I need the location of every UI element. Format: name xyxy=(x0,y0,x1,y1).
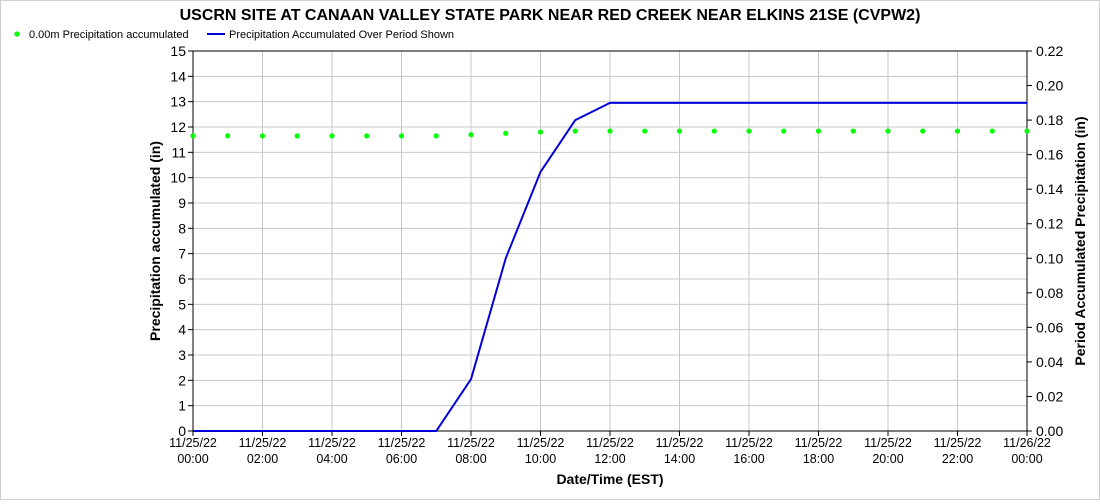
y-left-tick-label: 3 xyxy=(178,347,186,363)
x-tick-label-date: 11/25/22 xyxy=(239,436,287,450)
x-axis: 11/25/22 00:00 11/25/22 02:00 11/25/22 04:00 1… xyxy=(169,431,1051,466)
y-right-tick-label: 0.00 xyxy=(1036,423,1063,439)
y-left-tick-label: 2 xyxy=(178,372,186,388)
grid xyxy=(192,50,1028,432)
y-right-tick-label: 0.16 xyxy=(1036,147,1063,163)
x-tick-label-date: 11/25/22 xyxy=(864,436,912,450)
period-accumulated-series xyxy=(193,101,1027,432)
x-tick-label-date: 11/25/22 xyxy=(586,436,634,450)
data-point-precip-accumulated xyxy=(398,133,405,139)
y-left-tick-label: 6 xyxy=(178,271,186,287)
data-point-precip-accumulated xyxy=(259,133,266,139)
x-tick-label-time: 00:00 xyxy=(1011,452,1042,466)
x-tick-label-time: 06:00 xyxy=(386,452,417,466)
data-point-precip-accumulated xyxy=(676,128,683,134)
data-point-precip-accumulated xyxy=(850,128,856,134)
data-point-precip-accumulated xyxy=(364,133,370,139)
y-left-tick-label: 14 xyxy=(170,68,186,84)
data-point-precip-accumulated xyxy=(468,132,474,138)
data-point-precip-accumulated xyxy=(537,129,544,135)
data-point-precip-accumulated xyxy=(433,133,439,139)
legend-label-period-accumulated: Precipitation Accumulated Over Period Sh… xyxy=(229,29,454,41)
x-axis-title: Date/Time (EST) xyxy=(556,471,663,487)
y-right-tick-label: 0.12 xyxy=(1036,216,1063,232)
data-point-precip-accumulated xyxy=(711,128,717,134)
y-axis-left-title: Precipitation accumulated (in) xyxy=(147,141,163,341)
y-right-tick-label: 0.06 xyxy=(1036,319,1063,335)
y-left-tick-label: 15 xyxy=(170,43,186,59)
y-left-tick-label: 0 xyxy=(178,423,186,439)
legend-marker-precip-accumulated xyxy=(14,31,20,37)
data-point-precip-accumulated xyxy=(1024,128,1030,134)
y-axis-right-title: Period Accumulated Precipitation (in) xyxy=(1072,116,1088,365)
data-point-precip-accumulated xyxy=(225,133,231,139)
data-point-precip-accumulated xyxy=(294,133,300,139)
x-tick-label-date: 11/25/22 xyxy=(725,436,773,450)
data-point-precip-accumulated xyxy=(642,128,648,134)
x-tick-label-date: 11/25/22 xyxy=(795,436,843,450)
x-tick-label-time: 12:00 xyxy=(594,452,625,466)
x-tick-label-time: 22:00 xyxy=(942,452,973,466)
x-tick-label-time: 20:00 xyxy=(872,452,903,466)
precip-accumulated-series xyxy=(190,128,1030,139)
series-line-period-accumulated xyxy=(193,101,1027,432)
data-point-precip-accumulated xyxy=(329,133,335,139)
chart-title: USCRN SITE AT CANAAN VALLEY STATE PARK N… xyxy=(180,7,921,24)
y-right-tick-label: 0.20 xyxy=(1036,78,1063,94)
data-point-precip-accumulated xyxy=(885,128,891,134)
y-right-tick-label: 0.02 xyxy=(1036,388,1063,404)
y-left-tick-label: 11 xyxy=(171,144,186,160)
x-tick-label-date: 11/25/22 xyxy=(656,436,704,450)
x-tick-label-date: 11/25/22 xyxy=(517,436,565,450)
y-left-tick-label: 4 xyxy=(178,322,186,338)
y-left-tick-label: 1 xyxy=(178,398,186,414)
x-tick-label-time: 18:00 xyxy=(803,452,834,466)
x-tick-label-time: 00:00 xyxy=(177,452,208,466)
y-left-tick-label: 12 xyxy=(170,119,186,135)
y-left-tick-label: 9 xyxy=(178,195,186,211)
x-tick-label-time: 02:00 xyxy=(247,452,278,466)
y-right-tick-label: 0.22 xyxy=(1036,43,1063,59)
data-point-precip-accumulated xyxy=(607,128,613,134)
x-tick-label-date: 11/26/22 xyxy=(1003,436,1051,450)
y-right-tick-label: 0.18 xyxy=(1036,112,1063,128)
x-tick-label-date: 11/25/22 xyxy=(378,436,426,450)
data-point-precip-accumulated xyxy=(954,128,961,134)
x-tick-label-time: 14:00 xyxy=(664,452,695,466)
x-tick-label-time: 08:00 xyxy=(455,452,486,466)
y-left-tick-label: 13 xyxy=(170,94,186,110)
legend: 0.00m Precipitation accumulated Precipit… xyxy=(14,29,454,41)
x-tick-label-date: 11/25/22 xyxy=(169,436,217,450)
y-left-tick-label: 8 xyxy=(178,220,186,236)
data-point-precip-accumulated xyxy=(746,128,752,134)
y-right-tick-label: 0.04 xyxy=(1036,354,1063,370)
x-tick-label-date: 11/25/22 xyxy=(308,436,356,450)
data-point-precip-accumulated xyxy=(815,128,822,134)
data-point-precip-accumulated xyxy=(503,130,509,136)
y-left-tick-label: 5 xyxy=(178,296,186,312)
x-tick-label-time: 04:00 xyxy=(316,452,347,466)
data-point-precip-accumulated xyxy=(781,128,787,134)
data-point-precip-accumulated xyxy=(989,128,995,134)
data-point-precip-accumulated xyxy=(920,128,926,134)
y-right-tick-label: 0.14 xyxy=(1036,181,1063,197)
data-point-precip-accumulated xyxy=(572,128,578,134)
x-tick-label-time: 16:00 xyxy=(733,452,764,466)
y-left-tick-label: 10 xyxy=(170,170,186,186)
y-left-tick-label: 7 xyxy=(178,246,186,262)
x-tick-label-date: 11/25/22 xyxy=(447,436,495,450)
x-tick-label-time: 10:00 xyxy=(525,452,556,466)
y-right-tick-label: 0.08 xyxy=(1036,285,1063,301)
x-tick-label-date: 11/25/22 xyxy=(934,436,982,450)
data-point-precip-accumulated xyxy=(190,133,196,139)
legend-label-precip-accumulated: 0.00m Precipitation accumulated xyxy=(29,29,189,41)
y-right-tick-label: 0.10 xyxy=(1036,250,1063,266)
y-axis-right: 0.00 0.02 0.04 0.06 0.08 0.10 0.12 0.14 0.16 0.18… xyxy=(1027,43,1063,439)
